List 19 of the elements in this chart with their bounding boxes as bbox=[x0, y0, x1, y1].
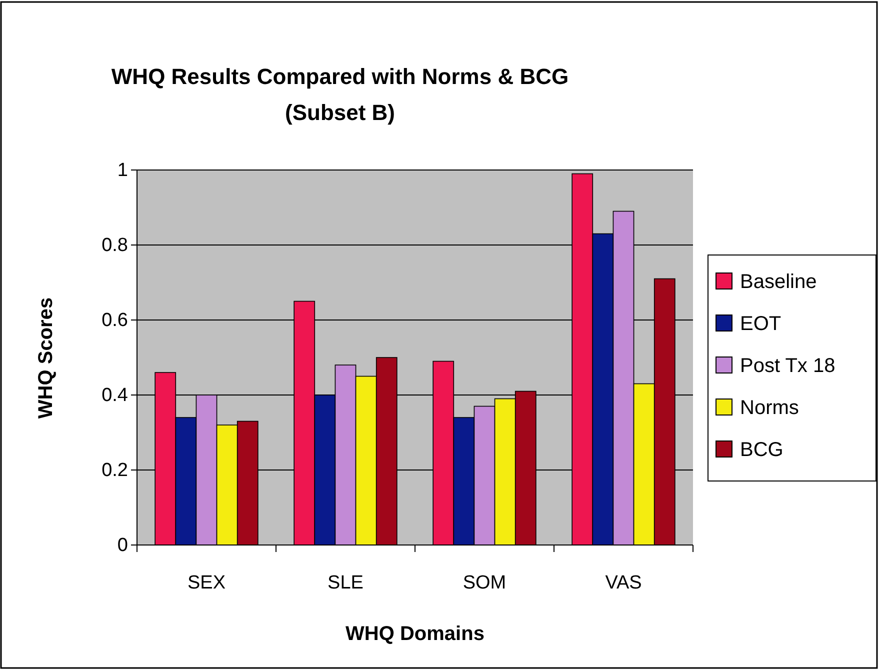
y-tick-label: 0 bbox=[117, 535, 128, 556]
x-axis-title: WHQ Domains bbox=[346, 623, 484, 645]
y-axis-title: WHQ Scores bbox=[35, 297, 57, 419]
legend-label: BCG bbox=[740, 439, 784, 461]
y-tick-label: 0.8 bbox=[102, 235, 128, 256]
x-tick-label: SLE bbox=[328, 572, 364, 594]
x-tick-label: VAS bbox=[605, 572, 642, 594]
y-tick-label: 0.4 bbox=[102, 385, 128, 406]
y-tick-label: 0.6 bbox=[102, 310, 128, 332]
x-tick-label: SEX bbox=[187, 572, 226, 594]
y-tick-label: 1 bbox=[117, 160, 128, 182]
legend-label: Norms bbox=[740, 397, 799, 419]
chart-subtitle: (Subset B) bbox=[285, 100, 395, 125]
legend-label: Post Tx 18 bbox=[740, 355, 836, 377]
y-tick-label: 0.2 bbox=[102, 460, 128, 482]
x-tick-label: SOM bbox=[462, 572, 506, 594]
legend-label: EOT bbox=[740, 313, 782, 335]
chart-title: WHQ Results Compared with Norms & BCG bbox=[111, 64, 569, 89]
legend-label: Baseline bbox=[740, 271, 817, 293]
